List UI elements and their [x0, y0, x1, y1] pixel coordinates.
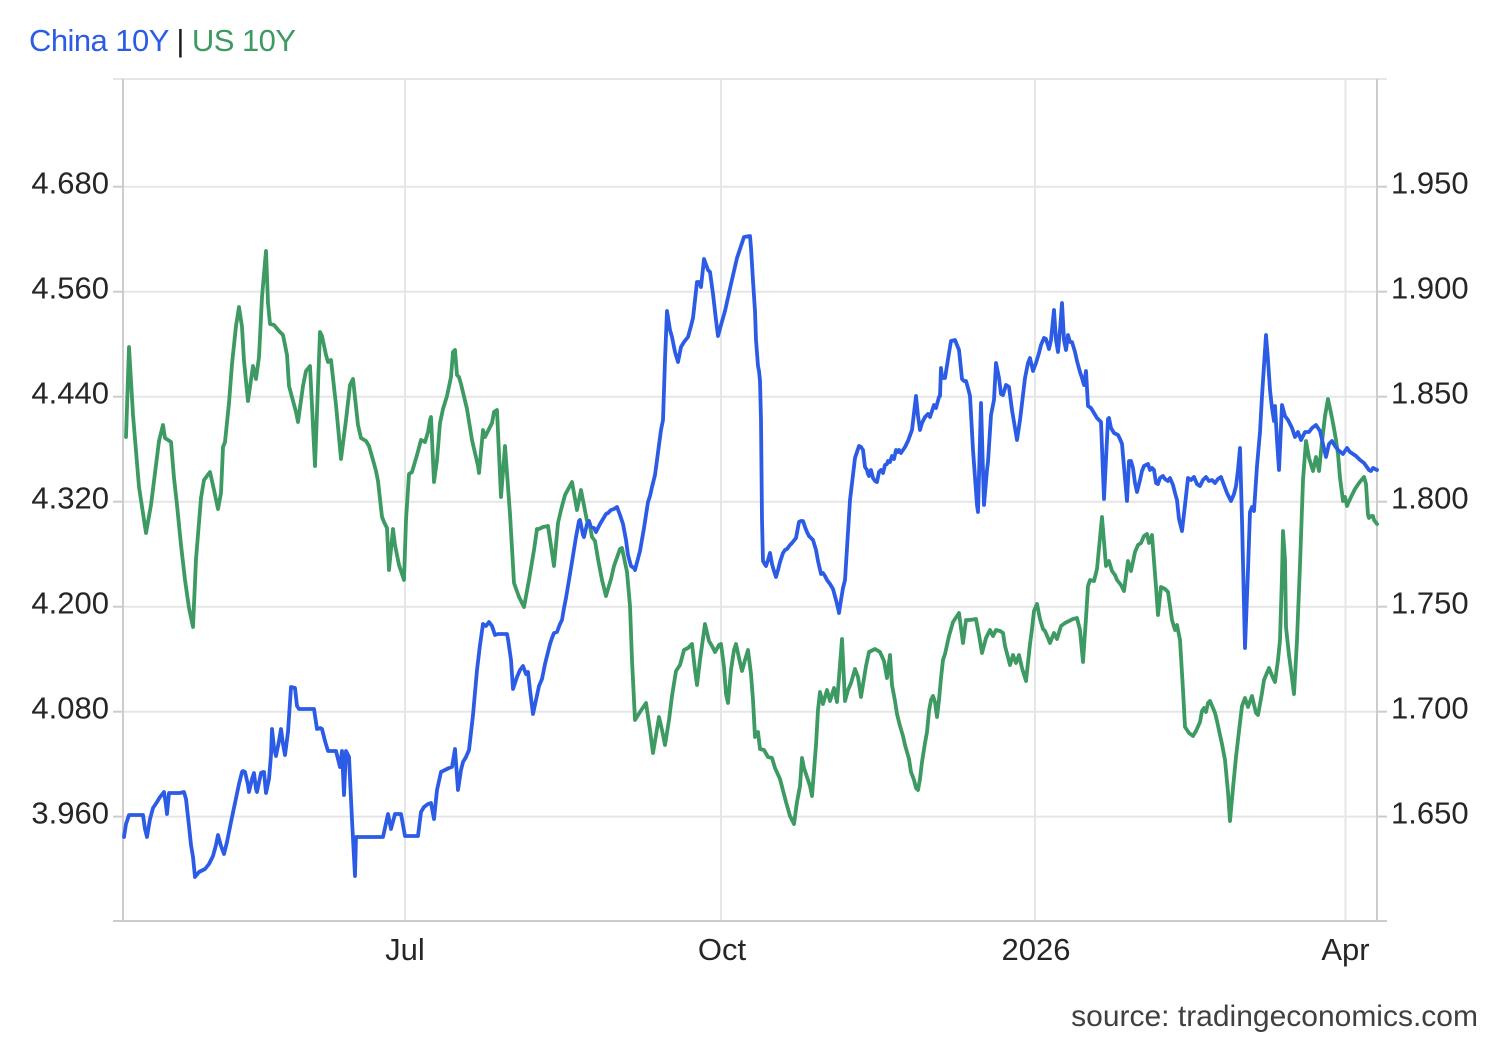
svg-text:4.080: 4.080	[31, 691, 109, 726]
svg-text:1.750: 1.750	[1391, 586, 1469, 621]
svg-text:1.900: 1.900	[1391, 271, 1469, 306]
svg-text:source: tradingeconomics.com: source: tradingeconomics.com	[1071, 1000, 1478, 1033]
svg-text:4.440: 4.440	[31, 376, 109, 411]
svg-text:4.200: 4.200	[31, 586, 109, 621]
svg-text:4.320: 4.320	[31, 481, 109, 516]
svg-text:China 10Y | US 10Y: China 10Y | US 10Y	[29, 23, 295, 58]
svg-text:1.650: 1.650	[1391, 796, 1469, 831]
svg-text:Jul: Jul	[385, 932, 425, 967]
svg-text:Apr: Apr	[1321, 932, 1369, 967]
svg-text:4.680: 4.680	[31, 166, 109, 201]
svg-text:1.850: 1.850	[1391, 376, 1469, 411]
svg-text:1.700: 1.700	[1391, 691, 1469, 726]
svg-text:4.560: 4.560	[31, 271, 109, 306]
svg-text:2026: 2026	[1002, 932, 1071, 967]
svg-text:3.960: 3.960	[31, 796, 109, 831]
svg-text:1.800: 1.800	[1391, 481, 1469, 516]
svg-text:Oct: Oct	[698, 932, 747, 967]
svg-text:1.950: 1.950	[1391, 166, 1469, 201]
